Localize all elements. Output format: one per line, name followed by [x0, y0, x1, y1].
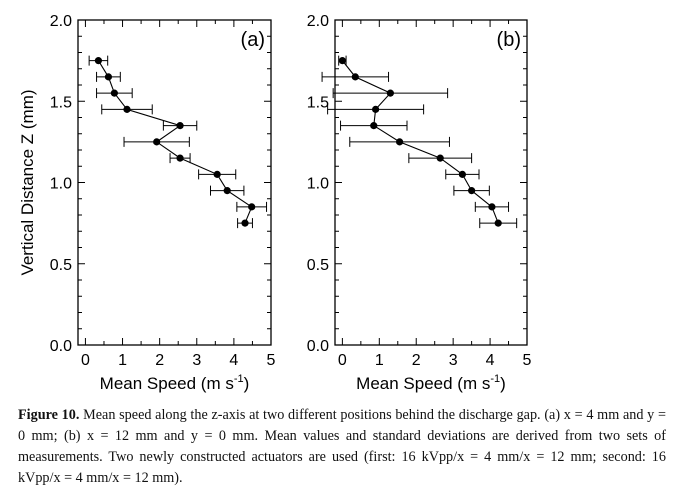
data-point [241, 219, 249, 227]
y-tick-label: 0.5 [307, 257, 329, 274]
plot-frame [77, 19, 272, 346]
data-point [248, 203, 256, 211]
data-point [488, 203, 496, 211]
data-point [104, 73, 113, 81]
data-point [123, 105, 131, 113]
panel-label: (b) [497, 29, 521, 51]
x-axis-title: Mean Speed (m s-1) [356, 373, 506, 393]
figure-charts: 0 1 2 3 4 5 0.0 0.5 1.0 1.5 2.0 (a) Mean Speed (m s-… [18, 13, 532, 393]
y-tick-label: 1.0 [307, 176, 329, 193]
plot-frame [334, 19, 528, 346]
x-tick-label: 2 [155, 352, 164, 369]
x-tick-label: 1 [118, 352, 127, 369]
x-tick-label: 3 [449, 352, 458, 369]
data-point [436, 154, 444, 162]
data-point [386, 89, 394, 97]
y-tick-label: 1.5 [307, 94, 329, 111]
caption-label: Figure 10. [18, 407, 80, 423]
data-point [94, 57, 103, 65]
x-tick-label: 5 [267, 352, 276, 369]
y-tick-label: 0.0 [50, 338, 72, 355]
y-tick-label: 2.0 [50, 13, 72, 30]
data-point [223, 187, 231, 195]
data-point [396, 138, 404, 146]
data-point [494, 219, 502, 227]
y-tick-label: 1.0 [50, 176, 72, 193]
data-point [372, 105, 380, 113]
y-tick-label: 0.5 [50, 257, 72, 274]
x-tick-label: 2 [412, 352, 421, 369]
data-point [176, 122, 184, 130]
x-tick-label: 0 [81, 352, 90, 369]
data-point [110, 89, 118, 97]
x-tick-label: 1 [375, 352, 384, 369]
data-point [370, 122, 378, 130]
data-point [213, 170, 221, 178]
x-tick-label: 3 [192, 352, 201, 369]
y-tick-label: 0.0 [307, 338, 329, 355]
panel-label: (a) [241, 29, 265, 51]
data-point [338, 57, 346, 65]
y-tick-label: 1.5 [50, 94, 72, 111]
data-point [351, 73, 359, 81]
data-point [153, 138, 161, 146]
y-tick-label: 2.0 [307, 13, 329, 30]
x-tick-label: 4 [229, 352, 238, 369]
chart-panel-a: 0 1 2 3 4 5 0.0 0.5 1.0 1.5 2.0 (a) Mean Speed (m s-… [18, 13, 276, 393]
y-axis-title: Vertical Distance Z (mm) [18, 89, 37, 275]
data-point [468, 187, 476, 195]
x-tick-label: 0 [338, 352, 347, 369]
caption-text: Mean speed along the z-axis at two diffe… [18, 407, 666, 486]
x-tick-label: 5 [523, 352, 532, 369]
chart-panel-b: 0 1 2 3 4 5 0.0 0.5 1.0 1.5 2.0 (b) Mean Speed (m s-… [307, 13, 532, 393]
x-axis-title: Mean Speed (m s-1) [100, 373, 250, 393]
data-point [176, 154, 184, 162]
data-point [458, 170, 466, 178]
x-tick-label: 4 [486, 352, 495, 369]
figure-caption: Figure 10. Mean speed along the z-axis a… [18, 405, 666, 489]
